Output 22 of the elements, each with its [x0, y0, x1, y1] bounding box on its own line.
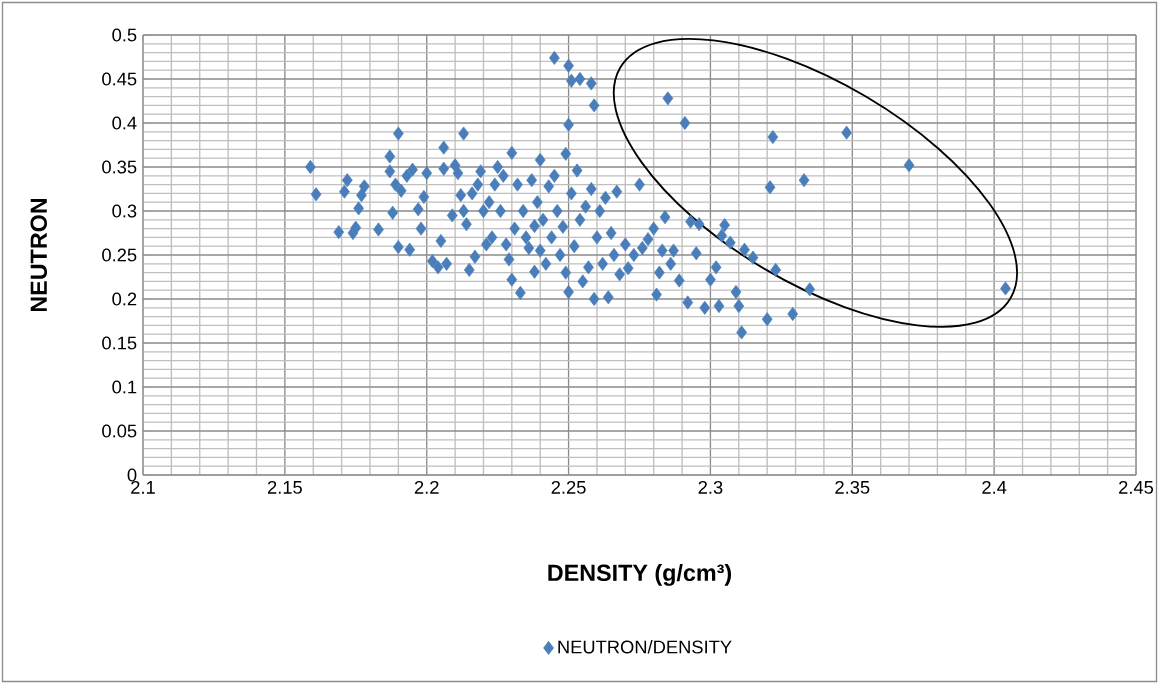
- y-tick-label: 0.3: [112, 204, 137, 218]
- x-tick-label: 2.35: [835, 480, 870, 494]
- x-tick-label: 2.3: [698, 480, 723, 494]
- y-tick-label: 0.05: [102, 424, 137, 438]
- x-tick-label: 2.4: [982, 480, 1007, 494]
- y-tick-label: 0.25: [102, 248, 137, 262]
- y-tick-label: 0.5: [112, 28, 137, 42]
- x-tick-label: 2.2: [414, 480, 439, 494]
- x-axis-title: DENSITY (g/cm³): [548, 563, 732, 586]
- y-axis-title: NEUTRON: [30, 198, 48, 312]
- y-tick-label: 0.45: [102, 72, 137, 86]
- y-tick-label: 0.1: [112, 380, 137, 394]
- x-tick-label: 2.1: [131, 480, 155, 494]
- x-tick-label: 2.25: [551, 480, 586, 494]
- y-tick-label: 0: [127, 468, 137, 482]
- x-tick-label: 2.15: [267, 480, 302, 494]
- legend-label: NEUTRON/DENSITY: [558, 640, 732, 654]
- x-tick-label: 2.45: [1119, 480, 1154, 494]
- y-tick-label: 0.15: [102, 336, 137, 350]
- y-tick-label: 0.35: [102, 160, 137, 174]
- y-tick-label: 0.4: [112, 116, 137, 130]
- y-tick-label: 0.2: [112, 292, 137, 306]
